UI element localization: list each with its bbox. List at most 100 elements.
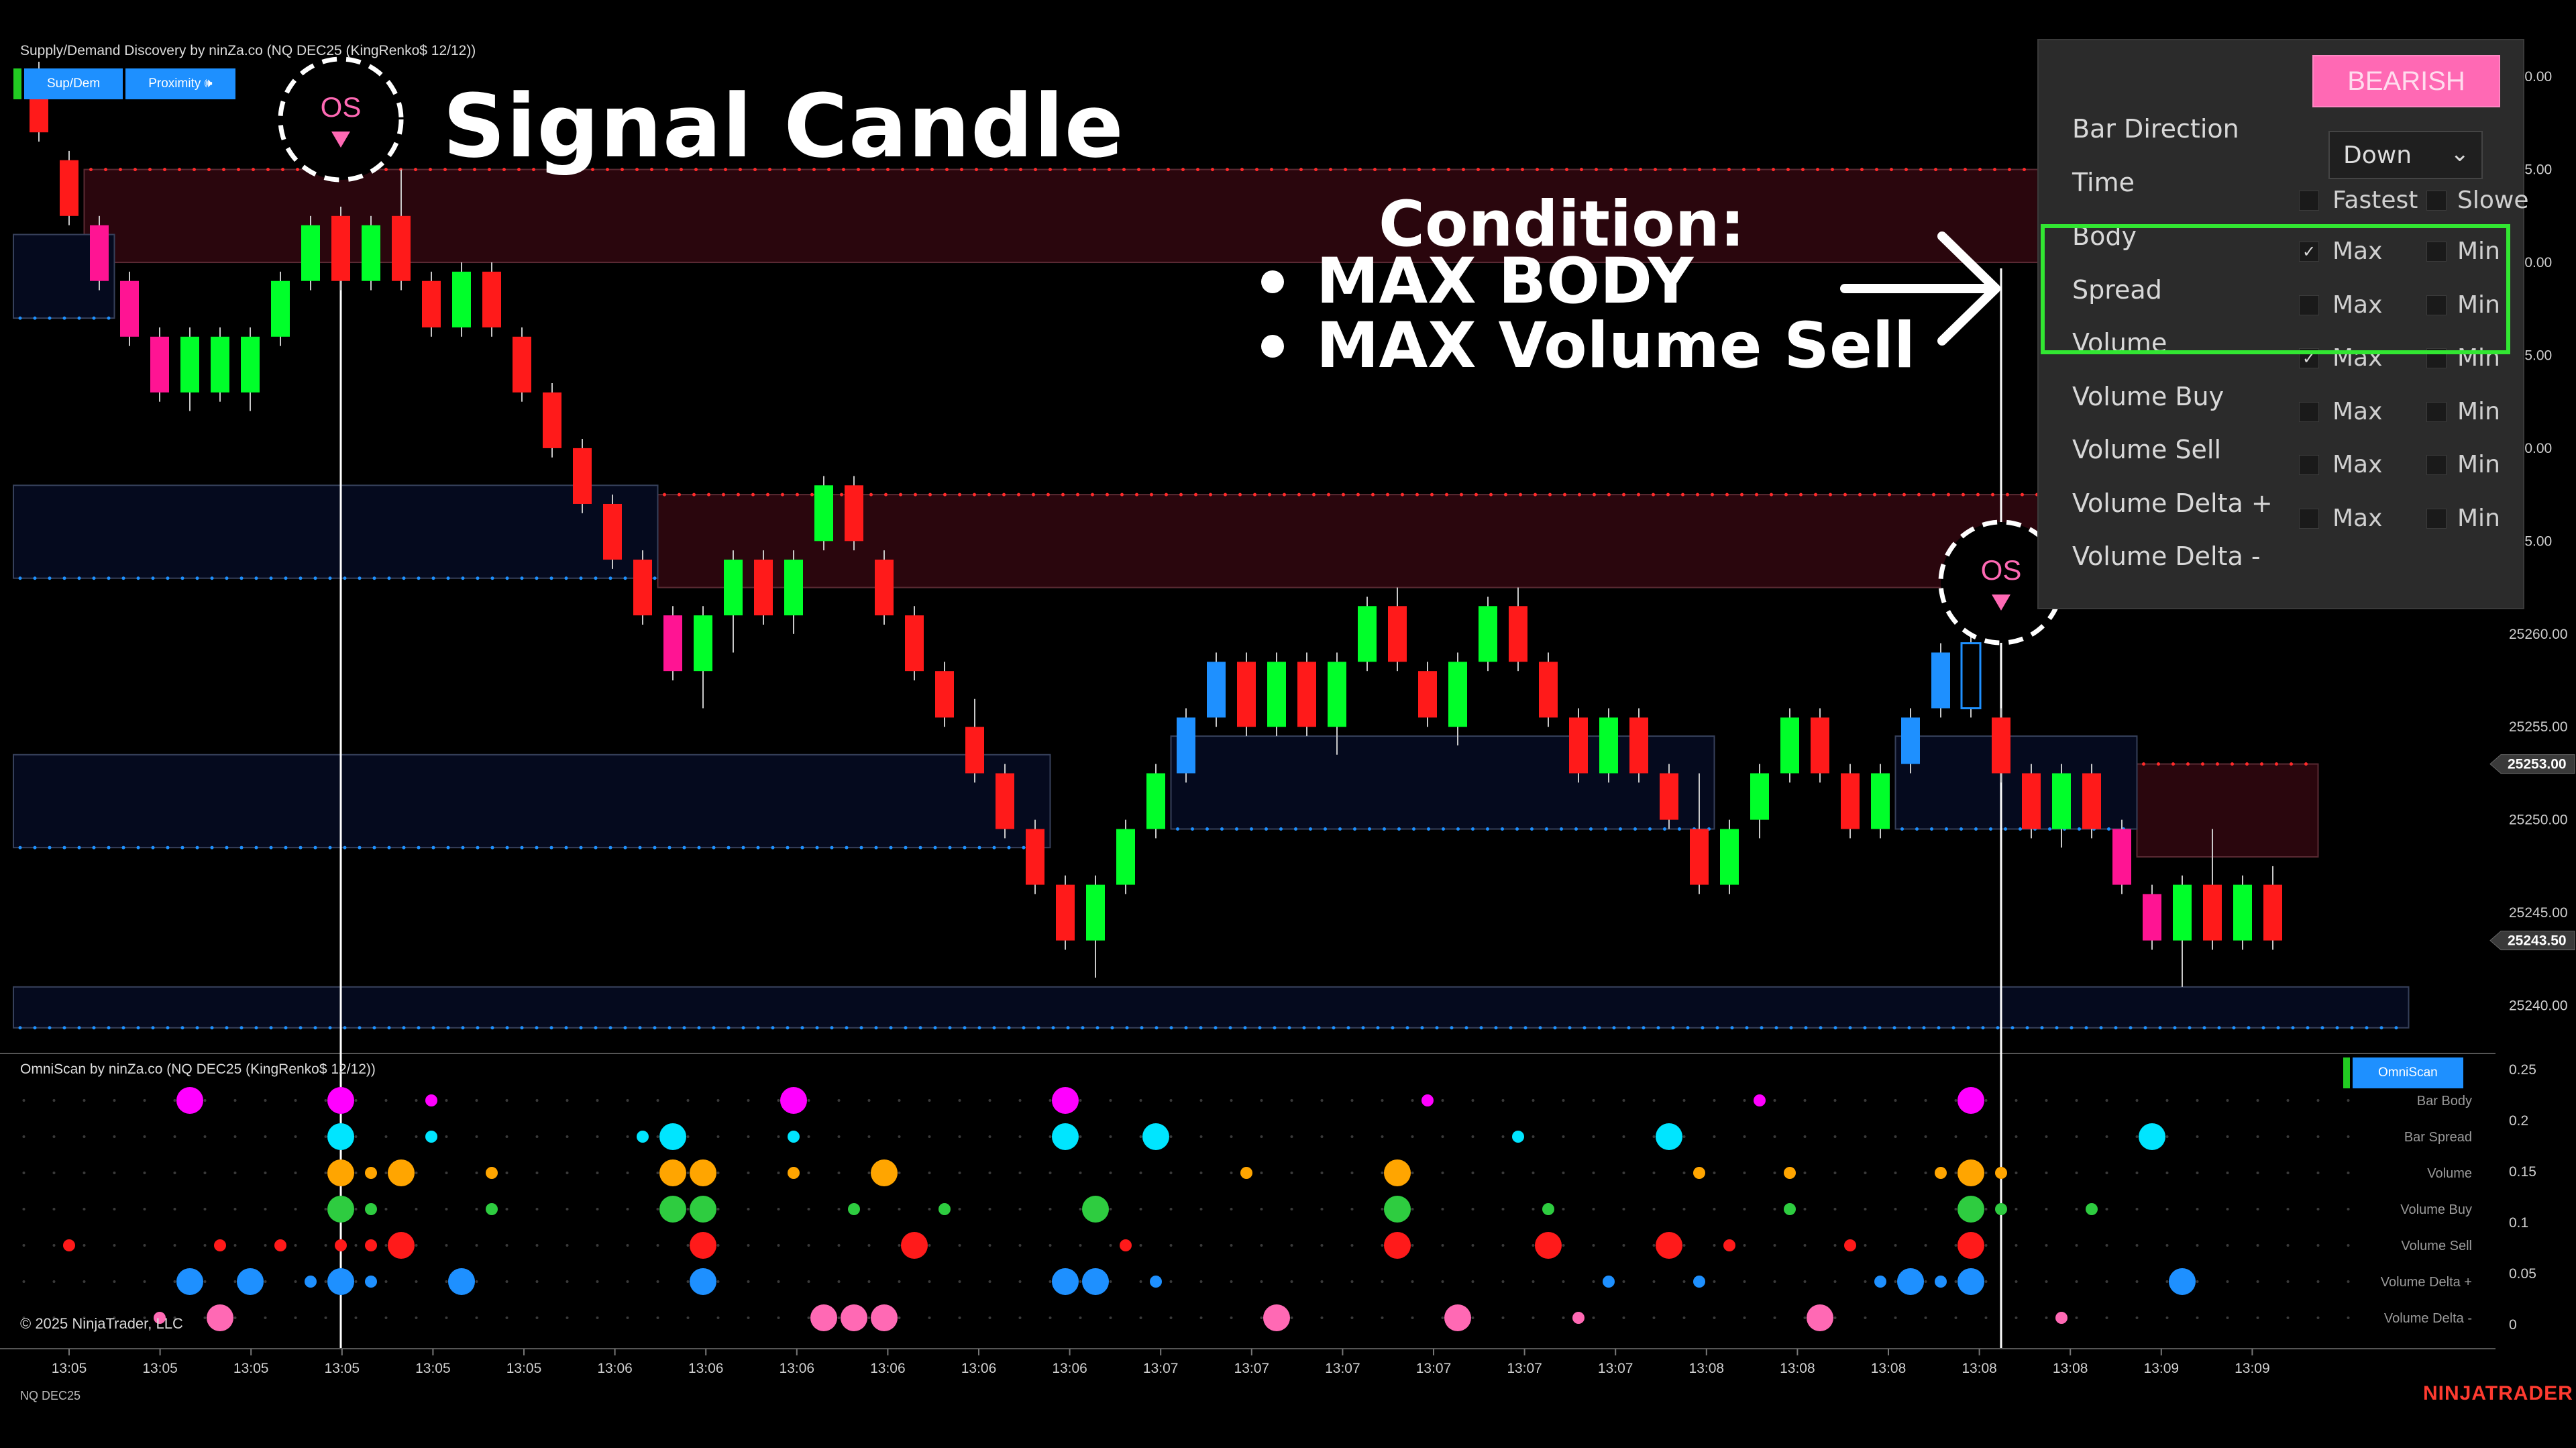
demand-zone-dot: [1951, 1026, 1955, 1030]
supply-zone-dot: [1017, 493, 1020, 497]
candle-body: [875, 560, 894, 616]
omniscan-grid-dot: [566, 1280, 569, 1283]
omniscan-grid-dot: [384, 1172, 388, 1174]
demand-zone-dot: [195, 845, 199, 849]
omniscan-grid-dot: [1441, 1244, 1444, 1247]
candle-body: [120, 280, 139, 337]
omniscan-grid-dot: [1350, 1099, 1354, 1102]
condition-row-label: Volume Delta +: [2072, 488, 2273, 518]
supply-zone-dot: [606, 168, 609, 172]
demand-zone-dot: [712, 845, 716, 849]
omniscan-grid-dot: [22, 1316, 25, 1319]
demand-zone-dot: [107, 316, 111, 320]
omniscan-grid-dot: [626, 1316, 629, 1319]
omniscan-grid-dot: [203, 1208, 207, 1210]
condition-min-checkbox[interactable]: [2426, 242, 2447, 262]
demand-zone-dot: [594, 576, 598, 580]
supply-zone-dot: [1046, 493, 1050, 497]
candle-body: [1448, 662, 1467, 727]
fastest-checkbox[interactable]: [2299, 191, 2319, 211]
candle-body: [633, 560, 652, 616]
omniscan-grid-dot: [1894, 1172, 1897, 1174]
condition-max-checkbox[interactable]: [2299, 401, 2319, 422]
omniscan-grid-dot: [1169, 1135, 1173, 1138]
proximity-button[interactable]: Proximity 🕪: [125, 68, 235, 99]
omniscan-grid-dot: [2015, 1280, 2018, 1283]
supply-zone-dot: [1150, 493, 1153, 497]
omniscan-grid-dot: [2256, 1208, 2259, 1210]
condition-max-checkbox[interactable]: ✓: [2299, 242, 2319, 262]
omniscan-grid-dot: [1833, 1099, 1837, 1102]
candle-body: [211, 336, 229, 393]
slowest-checkbox[interactable]: [2426, 191, 2447, 211]
omniscan-grid-dot: [1411, 1208, 1414, 1210]
price-flag: [2489, 931, 2575, 951]
supply-zone-dot: [1565, 168, 1568, 172]
omniscan-grid-dot: [1924, 1280, 1927, 1283]
bar-direction-select[interactable]: Down ⌄: [2328, 131, 2483, 179]
candle-body: [452, 271, 471, 327]
omniscan-dot: [207, 1304, 233, 1331]
omniscan-grid-dot: [143, 1244, 146, 1247]
supply-zone-dot: [1637, 493, 1640, 497]
omniscan-grid-dot: [1290, 1208, 1293, 1210]
demand-zone-dot: [358, 845, 362, 849]
omniscan-grid-dot: [2165, 1208, 2169, 1210]
condition-max-checkbox[interactable]: [2299, 455, 2319, 475]
omniscan-grid-dot: [2045, 1244, 2048, 1247]
supply-zone-dot: [1211, 168, 1214, 172]
sup-dem-button[interactable]: Sup/Dem: [24, 68, 123, 99]
condition-max-checkbox[interactable]: [2299, 508, 2319, 529]
omniscan-grid-dot: [2015, 1208, 2018, 1210]
demand-zone-dot: [1945, 827, 1948, 831]
omniscan-grid-dot: [1592, 1172, 1595, 1174]
candle-body: [2022, 773, 2041, 829]
omniscan-grid-dot: [2135, 1135, 2139, 1138]
omniscan-grid-dot: [1954, 1244, 1957, 1247]
condition-max-checkbox[interactable]: [2299, 295, 2319, 315]
supply-zone-dot: [1401, 493, 1404, 497]
omniscan-grid-dot: [1894, 1244, 1897, 1247]
omniscan-button[interactable]: OmniScan: [2353, 1057, 2463, 1088]
settings-panel: BEARISH Bar Direction Down ⌄ Time Fastes…: [2037, 39, 2528, 609]
time-tick-label: 13:06: [870, 1361, 906, 1376]
omniscan-grid-dot: [1109, 1244, 1112, 1247]
supply-zone-dot: [296, 168, 299, 172]
demand-zone-dot: [461, 845, 465, 849]
omniscan-grid-dot: [233, 1316, 237, 1319]
demand-zone-dot: [358, 1026, 362, 1030]
demand-zone-dot: [490, 1026, 494, 1030]
omniscan-grid-dot: [1199, 1135, 1203, 1138]
omniscan-grid-dot: [264, 1172, 267, 1174]
omniscan-grid-dot: [445, 1135, 448, 1138]
condition-min-checkbox[interactable]: [2426, 508, 2447, 529]
omniscan-tick-label: 0: [2509, 1317, 2517, 1333]
omniscan-grid-dot: [22, 1099, 25, 1102]
condition-min-checkbox[interactable]: [2426, 295, 2447, 315]
omniscan-grid-dot: [898, 1135, 901, 1138]
bearish-button[interactable]: BEARISH: [2312, 55, 2500, 107]
supply-zone-dot: [2006, 493, 2009, 497]
omniscan-grid-dot: [867, 1172, 871, 1174]
supply-zone-dot: [1962, 493, 1965, 497]
supply-zone-dot: [1711, 493, 1714, 497]
demand-zone-dot: [1273, 1026, 1277, 1030]
omniscan-grid-dot: [898, 1280, 901, 1283]
supply-zone-dot: [517, 168, 521, 172]
demand-zone-dot: [1701, 1026, 1705, 1030]
demand-zone-dot: [933, 1026, 937, 1030]
supply-zone-dot: [1964, 168, 1967, 172]
condition-min-checkbox[interactable]: [2426, 401, 2447, 422]
supply-zone-dot: [1801, 168, 1805, 172]
supply-zone-dot: [840, 493, 843, 497]
condition-min-checkbox[interactable]: [2426, 455, 2447, 475]
omniscan-grid-dot: [1592, 1135, 1595, 1138]
supply-zone-dot: [1845, 168, 1849, 172]
demand-zone-dot: [1361, 1026, 1365, 1030]
omniscan-grid-dot: [1864, 1316, 1867, 1319]
omniscan-grid-dot: [2075, 1244, 2078, 1247]
omniscan-grid-dot: [2347, 1172, 2350, 1174]
demand-zone-dot: [107, 576, 111, 580]
supply-zone-dot: [1004, 168, 1008, 172]
